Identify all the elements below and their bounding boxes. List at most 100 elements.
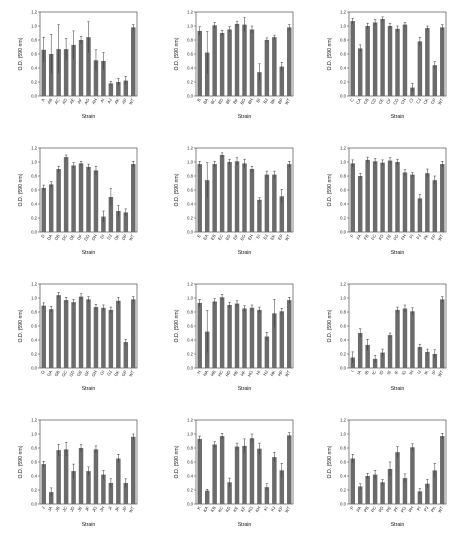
bar: [86, 471, 91, 504]
y-tick-label: 0.6: [340, 323, 346, 328]
x-tick-label: H: [196, 370, 202, 375]
x-tick-label: KF: [240, 505, 247, 513]
y-tick-label: 0.2: [340, 351, 346, 356]
x-tick-label: HI: [255, 370, 261, 376]
y-axis-label: O.D. (590 nm): [327, 309, 333, 342]
bar: [287, 164, 292, 232]
chart-panel: 0.0 0.2 0.4 0.6 0.8 1.0 1.2 A AB AC AD AE AF AG AH AI AJ…: [18, 9, 138, 120]
x-tick-label: GI: [99, 370, 106, 376]
y-tick-label: 1.2: [187, 417, 193, 422]
y-axis-label: O.D. (590 nm): [174, 445, 180, 478]
y-axis-label: O.D. (590 nm): [327, 37, 333, 70]
bar: [279, 66, 285, 96]
x-tick-label: CI: [408, 98, 414, 104]
x-tick-label: BI: [255, 98, 261, 104]
bar: [234, 446, 240, 504]
x-tick-label: EP: [277, 233, 284, 241]
bar: [410, 311, 415, 368]
bar: [63, 449, 69, 504]
x-tick-label: GD: [68, 370, 75, 378]
x-tick-label: CD: [370, 98, 377, 106]
x-tick-label: IC: [371, 370, 377, 376]
x-tick-label: HG: [247, 370, 254, 378]
x-tick-label: JB: [54, 505, 61, 512]
x-tick-label: WT: [128, 505, 136, 514]
bar: [219, 33, 225, 96]
bar: [78, 163, 84, 232]
x-tick-label: PF: [393, 505, 400, 513]
y-tick-label: 0.8: [31, 37, 37, 42]
x-tick-label: FH: [400, 234, 407, 241]
bar: [101, 307, 106, 368]
y-tick-label: 0.2: [187, 351, 193, 356]
y-tick-label: 0.6: [340, 51, 346, 56]
bar: [101, 61, 106, 96]
bar: [350, 163, 355, 232]
chart-panel: 0.0 0.2 0.4 0.6 0.8 1.0 1.2 F FA FB FC FD FE FG FH FI FJ…: [327, 145, 447, 256]
bar: [212, 301, 217, 368]
x-tick-label: KC: [217, 506, 224, 514]
bar: [417, 41, 423, 96]
x-tick-label: AB: [46, 97, 53, 105]
bar: [410, 447, 415, 504]
bar: [108, 197, 114, 232]
chart-panel: 0.0 0.2 0.4 0.6 0.8 1.0 1.2 E EA EB EC ED EF EG EH EI EJ…: [174, 145, 294, 256]
bar: [380, 162, 385, 232]
y-tick-label: 0.0: [187, 365, 193, 370]
y-tick-label: 0.2: [31, 79, 37, 84]
bar: [372, 474, 378, 504]
x-tick-label: KE: [232, 505, 239, 513]
x-tick-label: BJ: [262, 98, 269, 105]
x-tick-label: GC: [61, 370, 68, 378]
x-tick-label: F: [349, 233, 355, 238]
x-tick-label: D: [40, 234, 46, 239]
bar: [78, 296, 84, 368]
x-tick-label: HA: [202, 369, 209, 377]
bar: [387, 160, 393, 232]
bar: [387, 469, 393, 504]
y-tick-label: 0.0: [340, 365, 346, 370]
y-tick-label: 0.4: [31, 473, 37, 478]
x-tick-label: DK: [113, 233, 120, 241]
y-tick-label: 0.8: [340, 173, 346, 178]
x-axis-label: Strain: [238, 522, 252, 528]
bar: [93, 449, 99, 504]
x-tick-label: PH: [407, 506, 414, 514]
bar: [93, 60, 99, 96]
x-tick-label: CA: [355, 97, 362, 105]
bar: [357, 486, 363, 504]
bar: [357, 176, 363, 232]
bar: [56, 450, 61, 504]
x-tick-label: BK: [269, 97, 276, 105]
x-tick-label: PG: [400, 506, 407, 514]
bar: [131, 299, 136, 368]
bar: [402, 24, 408, 97]
x-tick-label: PI: [416, 506, 422, 512]
bar: [387, 26, 393, 96]
x-tick-label: FB: [363, 233, 370, 240]
x-axis-label: Strain: [82, 114, 96, 120]
y-tick-label: 1.0: [340, 159, 346, 164]
bar: [101, 474, 106, 504]
y-tick-label: 0.2: [187, 79, 193, 84]
y-tick-label: 0.6: [187, 187, 193, 192]
x-tick-label: WT: [437, 505, 445, 514]
x-tick-label: DI: [99, 234, 105, 240]
x-tick-label: IF: [393, 369, 399, 375]
chart-panel: 0.0 0.2 0.4 0.6 0.8 1.0 1.2 P PA PB PC PD PE PF PG PH PI…: [327, 417, 447, 528]
bar: [440, 299, 445, 368]
y-tick-label: 0.8: [340, 445, 346, 450]
bar: [86, 299, 91, 368]
bar: [242, 445, 247, 504]
bar: [249, 307, 255, 368]
x-tick-label: FD: [378, 234, 385, 241]
bar: [63, 300, 69, 368]
bar: [264, 336, 270, 368]
x-tick-label: EA: [202, 233, 209, 241]
x-tick-label: CJ: [415, 98, 422, 105]
y-tick-label: 0.6: [340, 187, 346, 192]
bar: [204, 180, 210, 232]
bar: [365, 344, 370, 368]
bar: [402, 172, 408, 232]
x-tick-label: CK: [422, 97, 429, 105]
